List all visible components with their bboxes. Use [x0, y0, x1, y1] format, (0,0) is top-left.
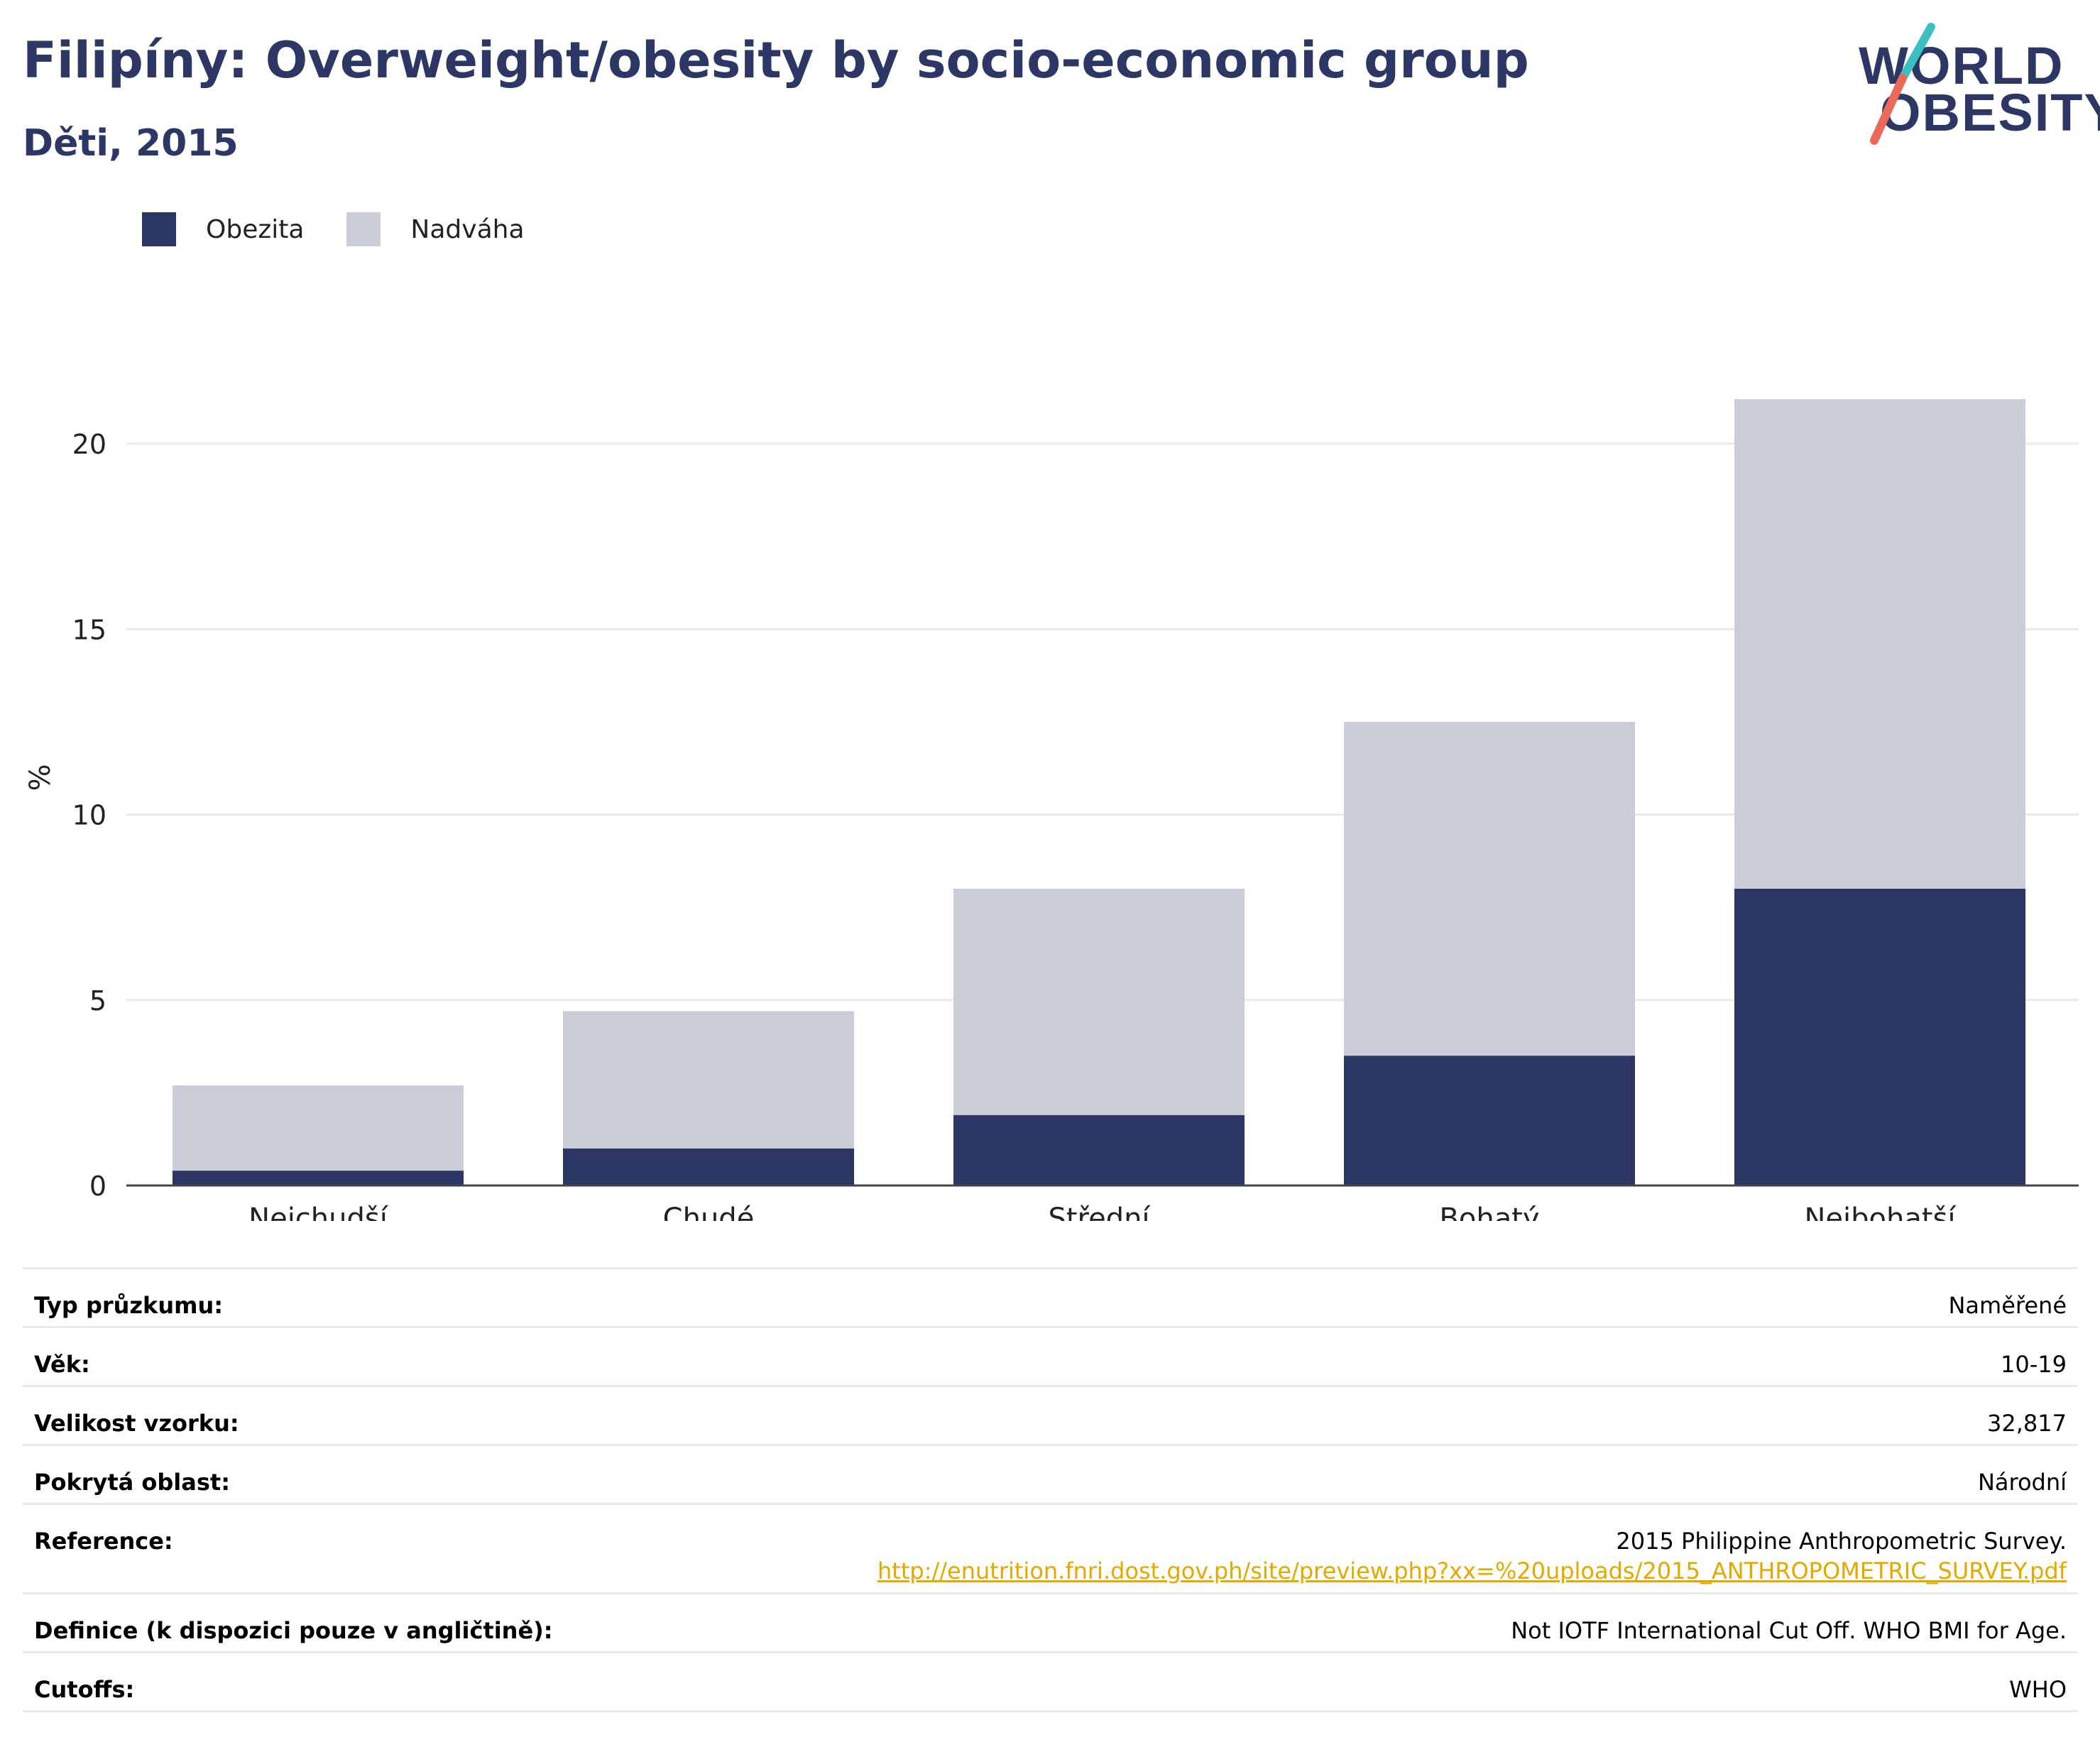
info-value: Naměřené — [1948, 1292, 2067, 1319]
y-tick-label: 15 — [72, 614, 106, 645]
bar-overweight — [953, 889, 1245, 1115]
info-value: 32,817 — [1987, 1410, 2067, 1437]
info-row-age: Věk: 10-19 — [23, 1326, 2078, 1385]
info-key: Velikost vzorku: — [34, 1410, 239, 1437]
info-key: Cutoffs: — [34, 1676, 135, 1703]
chart-legend: Obezita Nadváha — [142, 212, 567, 247]
legend-swatch-overweight — [346, 212, 381, 246]
x-tick-label: Bohatý — [1439, 1203, 1539, 1221]
legend-label-overweight: Nadváha — [410, 214, 525, 244]
info-key: Typ průzkumu: — [34, 1292, 224, 1319]
y-axis-label: % — [24, 764, 57, 791]
legend-swatch-obesity — [142, 212, 176, 246]
bar-overweight — [173, 1085, 464, 1171]
info-key: Reference: — [34, 1528, 173, 1555]
x-tick-label: Střední — [1048, 1203, 1151, 1221]
legend-item-obesity[interactable]: Obezita — [142, 212, 304, 246]
info-value: Národní — [1977, 1469, 2067, 1496]
info-row-area: Pokrytá oblast: Národní — [23, 1444, 2078, 1503]
x-tick-label: Nejbohatší — [1804, 1203, 1957, 1221]
reference-text: 2015 Philippine Anthropometric Survey. — [1616, 1528, 2067, 1555]
bar-obesity — [1344, 1056, 1635, 1185]
info-row-survey-type: Typ průzkumu: Naměřené — [23, 1267, 2078, 1326]
metadata-table: Typ průzkumu: Naměřené Věk: 10-19 Veliko… — [23, 1267, 2078, 1712]
info-value: WHO — [2009, 1676, 2067, 1703]
info-value: Not IOTF International Cut Off. WHO BMI … — [1511, 1617, 2067, 1644]
y-tick-label: 20 — [72, 429, 106, 460]
bar-overweight — [1734, 399, 2025, 889]
legend-label-obesity: Obezita — [206, 214, 305, 244]
bar-obesity — [563, 1148, 854, 1185]
logo-word-2: OBESITY — [1880, 83, 2100, 142]
x-tick-label: Chudé — [663, 1203, 755, 1221]
info-row-cutoffs: Cutoffs: WHO — [23, 1651, 2078, 1710]
info-key: Věk: — [34, 1351, 90, 1378]
y-tick-label: 10 — [72, 800, 106, 831]
logo-word-1: WORLD — [1859, 36, 2065, 95]
world-obesity-logo[interactable]: WORLD OBESITY — [1846, 21, 2100, 149]
bar-obesity — [953, 1115, 1245, 1185]
logo-slash-icon — [1870, 23, 1935, 145]
bar-overweight — [1344, 721, 1635, 1056]
info-key: Definice (k dispozici pouze v angličtině… — [34, 1617, 553, 1644]
y-tick-label: 5 — [89, 985, 106, 1017]
info-value: 2015 Philippine Anthropometric Survey. h… — [877, 1528, 2067, 1584]
info-row-reference: Reference: 2015 Philippine Anthropometri… — [23, 1503, 2078, 1592]
chart-subtitle: Děti, 2015 — [23, 122, 239, 165]
info-row-sample-size: Velikost vzorku: 32,817 — [23, 1385, 2078, 1444]
bar-obesity — [1734, 889, 2025, 1185]
info-value: 10-19 — [2001, 1351, 2067, 1378]
reference-link[interactable]: http://enutrition.fnri.dost.gov.ph/site/… — [877, 1557, 2067, 1584]
x-tick-label: Nejchudší — [248, 1203, 389, 1221]
bar-overweight — [563, 1011, 854, 1149]
info-row-definition: Definice (k dispozici pouze v angličtině… — [23, 1592, 2078, 1651]
info-key: Pokrytá oblast: — [34, 1469, 230, 1496]
chart-title: Filipíny: Overweight/obesity by socio-ec… — [23, 31, 1529, 89]
y-tick-label: 0 — [89, 1171, 106, 1202]
legend-item-overweight[interactable]: Nadváha — [346, 212, 525, 246]
info-bottom-rule — [23, 1710, 2078, 1712]
bar-chart: 0 5 10 15 20% Nejchudší Chudé Střední Bohatý Nejb… — [24, 399, 2079, 1221]
bar-obesity — [173, 1171, 464, 1185]
